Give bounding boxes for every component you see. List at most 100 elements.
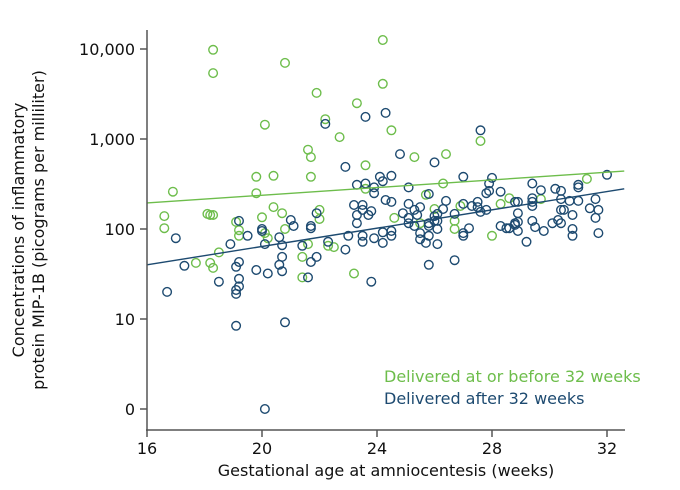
data-point [233,257,244,268]
plot-area [146,35,625,415]
data-point [512,225,523,236]
data-point [403,198,414,209]
x-tick-label: 28 [482,439,502,458]
data-point [225,239,236,250]
data-point [449,255,460,266]
data-point [584,203,595,214]
data-point [360,178,371,189]
data-point [305,223,316,234]
y-ticks: 0 10 100 1,000 10,000 [79,40,147,419]
data-point [311,251,322,262]
data-point [441,149,452,160]
series-delivered-late [162,107,613,415]
y-tick-label: 10 [115,310,135,329]
y-tick-label: 1,000 [89,130,135,149]
data-point [527,215,538,226]
data-point [423,220,434,231]
data-point [369,233,380,244]
data-point [377,176,388,187]
data-point [389,212,400,223]
data-point [412,209,423,220]
data-point [343,230,354,241]
data-point [495,198,506,209]
data-point [305,152,316,163]
data-point [527,200,538,211]
data-point [351,98,362,109]
data-point [530,222,541,233]
data-point [403,182,414,193]
y-tick-label: 100 [104,220,135,239]
data-point [495,220,506,231]
data-point [357,199,368,210]
y-axis-label-line-2: protein MIP-1B (picograms per milliliter… [29,70,48,390]
data-point [277,240,288,251]
legend-label-early: Delivered at or before 32 weeks [384,367,641,386]
data-point [351,179,362,190]
data-point [208,44,219,55]
data-point [280,57,291,68]
data-point [233,215,244,226]
data-point [242,230,253,241]
data-point [360,160,371,171]
data-point [328,242,339,253]
data-point [538,225,549,236]
y-axis-label-line-1: Concentrations of inflammatory [9,103,28,358]
data-point [420,237,431,248]
data-point [349,268,360,279]
data-point [268,170,279,181]
x-tick-label: 32 [597,439,617,458]
x-ticks: 16 20 24 28 32 [137,430,617,458]
data-point [409,204,420,215]
data-point [432,223,443,234]
data-point [323,240,334,251]
data-point [285,214,296,225]
data-point [305,257,316,268]
data-point [415,228,426,239]
data-point [458,198,469,209]
data-point [320,118,331,129]
data-point [455,200,466,211]
data-point [208,209,219,220]
data-point [340,161,351,172]
data-point [277,266,288,277]
data-point [262,233,273,244]
data-point [377,237,388,248]
data-point [366,276,377,287]
data-point [558,204,569,215]
data-point [323,236,334,247]
data-point [386,225,397,236]
data-point [233,273,244,284]
data-point [280,317,291,328]
data-point [377,227,388,238]
x-axis-label: Gestational age at amniocentesis (weeks) [218,461,554,480]
data-point [475,135,486,146]
data-point [449,208,460,219]
data-point [535,185,546,196]
data-point [231,320,242,331]
data-point [208,262,219,273]
data-point [179,260,190,271]
data-point [268,202,279,213]
data-point [449,223,460,234]
data-point [556,218,567,229]
data-point [556,204,567,215]
data-point [297,272,308,283]
data-point [205,257,216,268]
legend: Delivered at or before 32 weeks Delivere… [384,367,641,408]
data-point [303,239,314,250]
data-point [363,209,374,220]
trend-line-late [146,188,625,266]
data-point [213,276,224,287]
data-point [277,208,288,219]
data-point [432,239,443,250]
data-point [590,212,601,223]
y-tick-label: 0 [125,400,135,419]
data-point [251,265,262,276]
legend-label-late: Delivered after 32 weeks [384,389,584,408]
data-point [527,196,538,207]
data-point [305,171,316,182]
data-point [573,195,584,206]
data-point [360,111,371,122]
data-point [351,209,362,220]
